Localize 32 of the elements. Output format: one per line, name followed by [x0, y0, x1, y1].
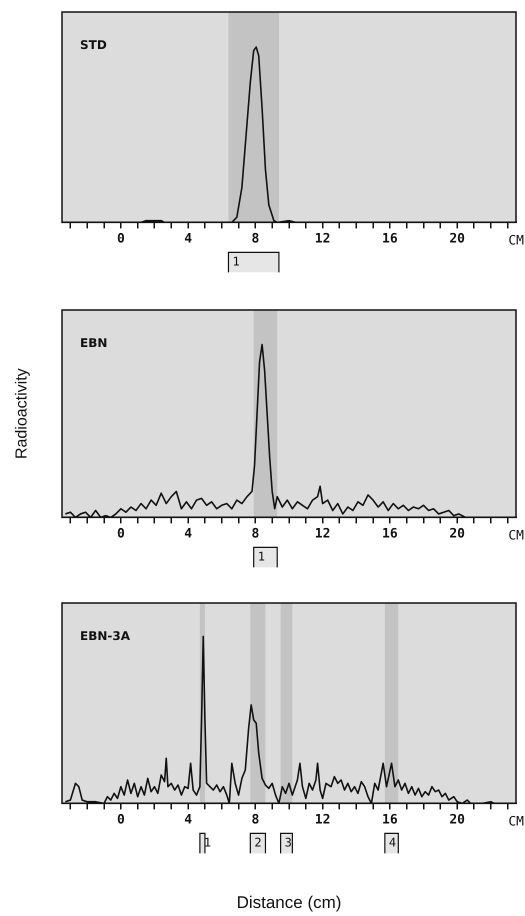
x-tick-label: 4 [184, 526, 192, 542]
band-label: 1 [258, 550, 265, 564]
text: Distance (cm) [236, 893, 342, 912]
x-axis-title: CM [508, 233, 524, 248]
band-label: 3 [284, 836, 292, 850]
x-tick-label: 0 [116, 526, 125, 542]
x-tick-label: 16 [382, 232, 398, 247]
x-axis-title: CM [508, 528, 524, 544]
x-tick-label: 20 [449, 812, 466, 828]
x-tick-label: 8 [251, 812, 260, 828]
x-tick-label: 16 [382, 812, 398, 828]
band-label: 1 [204, 836, 212, 850]
chart-title: EBN-3A [80, 629, 131, 644]
x-axis-title: CM [508, 814, 524, 830]
x-tick-label: 12 [314, 812, 330, 828]
x-tick-label: 8 [251, 232, 260, 247]
band-label: 1 [232, 254, 240, 269]
chart-title: STD [80, 38, 107, 52]
x-tick-label: 4 [184, 812, 192, 828]
chart-title: EBN [80, 336, 108, 350]
band-label: 4 [388, 836, 396, 850]
x-tick-label: 0 [116, 812, 125, 828]
x-tick-label: 20 [449, 232, 466, 247]
x-tick-label: 12 [314, 232, 330, 247]
x-tick-label: 0 [116, 232, 125, 247]
x-tick-label: 8 [251, 526, 260, 542]
band-label: 2 [254, 836, 262, 850]
x-tick-label: 4 [184, 232, 192, 247]
x-tick-label: 16 [382, 526, 398, 542]
x-tick-label: 20 [449, 526, 466, 542]
y-axis-title: Radioactivity [13, 368, 30, 460]
x-tick-label: 12 [314, 526, 330, 542]
